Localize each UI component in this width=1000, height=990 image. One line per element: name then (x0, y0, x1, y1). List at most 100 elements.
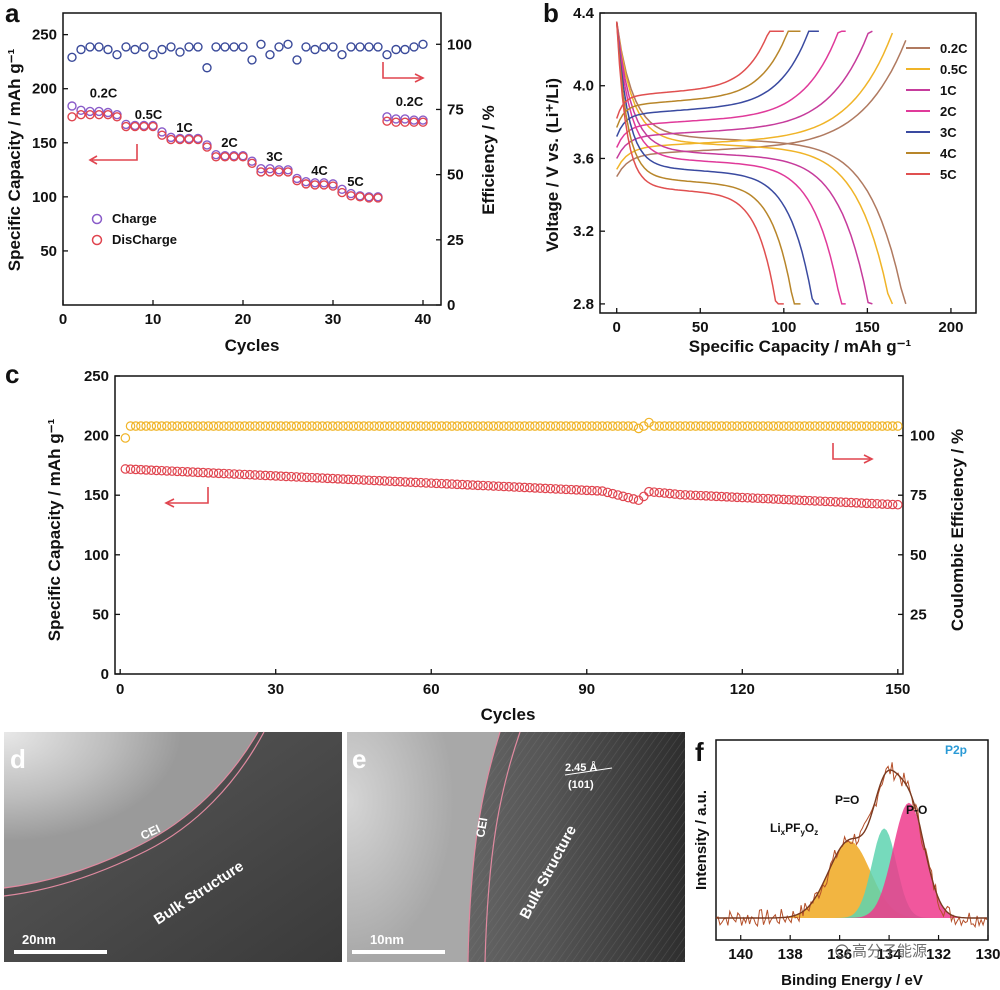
c-capacity-point (410, 477, 421, 488)
a-point-charge (67, 101, 77, 111)
a-rate-label: 5C (347, 174, 364, 189)
a-point-efficiency (310, 44, 320, 55)
panel-c-left-arrow-head (164, 498, 175, 508)
c-efficiency-point (753, 421, 763, 431)
c-efficiency-point (649, 421, 659, 431)
panel-b-xlabel: Specific Capacity / mAh g⁻¹ (689, 337, 912, 356)
peak1-sub-y: y (800, 828, 805, 837)
c-efficiency-point (384, 421, 395, 431)
c-efficiency-point (369, 421, 380, 431)
panel-b: b 0 50 100 150 200 2.8 3.2 3.6 4.0 4.4 0.2C 0.5C 1… (543, 0, 977, 356)
peak1-li: Li (770, 821, 781, 835)
c-efficiency-point (452, 421, 462, 431)
c-capacity-point (830, 497, 841, 507)
c-efficiency-point (229, 421, 240, 431)
a-point-discharge (238, 152, 248, 162)
c-capacity-point (519, 482, 530, 493)
a-point-efficiency (157, 44, 167, 55)
c-capacity-point (768, 494, 779, 504)
c-efficiency-point (846, 421, 856, 431)
c-capacity-point (524, 482, 535, 493)
a-point-discharge (211, 152, 221, 162)
a-point-efficiency (121, 42, 131, 52)
c-efficiency-point (353, 421, 364, 431)
c-efficiency-point (566, 421, 577, 431)
panel-f-peak3-label: P-O (906, 803, 927, 817)
c-efficiency-point (467, 421, 478, 431)
a-point-efficiency (211, 42, 221, 52)
c-efficiency-point (597, 421, 608, 431)
c-efficiency-point (317, 421, 328, 431)
c-capacity-point (737, 492, 748, 503)
a-point-efficiency (76, 44, 86, 55)
c-capacity-point (198, 467, 208, 478)
c-efficiency-point (410, 421, 421, 431)
panel-b-legend: 0.2C 0.5C 1C 2C 3C 4C 5C (906, 41, 968, 182)
c-efficiency-point (130, 421, 141, 431)
c-capacity-point (369, 475, 380, 486)
watermark: 高分子能源 (835, 943, 927, 960)
c-efficiency-point (162, 421, 172, 431)
b-charge-curve-0.2C (616, 40, 907, 178)
c-efficiency-point (239, 421, 250, 431)
c-efficiency-point (581, 421, 592, 431)
a-rate-label: 2C (221, 135, 238, 150)
c-capacity-point (431, 478, 442, 489)
c-efficiency-point (421, 421, 431, 431)
panel-c-y-ticks: 0 50 100 150 200 250 (84, 368, 120, 683)
c-efficiency-point (265, 421, 276, 431)
a-xtick-label: 40 (415, 311, 432, 328)
f-peak-P=O (765, 828, 976, 918)
c-efficiency-point (794, 421, 805, 431)
tem-e-inner-cei-line (484, 731, 521, 963)
c-efficiency-point (773, 421, 784, 431)
c-capacity-point (177, 466, 188, 477)
panel-a-xlabel: Cycles (225, 336, 280, 355)
c-efficiency-point (462, 421, 473, 431)
c-capacity-point (312, 473, 322, 483)
c-efficiency-point (545, 421, 556, 431)
legend-discharge-label: DisCharge (112, 232, 177, 247)
panel-a-right-arrow (382, 62, 421, 79)
f-xtick-label: 136 (827, 946, 852, 963)
c-xtick-label: 150 (885, 681, 910, 698)
a-point-efficiency (139, 42, 149, 52)
panel-a-y-ticks: 50 100 150 200 250 (32, 27, 68, 260)
c-capacity-point (706, 491, 716, 501)
c-efficiency-point (431, 421, 442, 431)
a-point-discharge (319, 180, 329, 190)
c-ytick-label: 50 (92, 606, 109, 623)
c-capacity-point (296, 472, 307, 482)
a-point-efficiency (283, 39, 293, 49)
c-efficiency-point (514, 421, 525, 431)
c-capacity-point (384, 476, 395, 487)
c-capacity-point (623, 492, 634, 503)
a-point-efficiency (409, 42, 419, 52)
c-efficiency-point (530, 421, 540, 431)
c-efficiency-point (820, 421, 831, 431)
a-point-charge (157, 127, 167, 137)
a-rate-label: 1C (176, 120, 193, 135)
c-capacity-point (234, 469, 245, 480)
a-point-discharge (346, 191, 356, 201)
panel-f-peak1-label: LixPFyOz (770, 821, 818, 837)
c-capacity-point (851, 498, 862, 508)
c-capacity-point (478, 480, 488, 491)
c-efficiency-point (213, 421, 224, 431)
b-legend-label-2C: 2C (940, 104, 957, 119)
panel-c-left-arrow (168, 487, 209, 504)
c-efficiency-point (307, 421, 317, 431)
c-capacity-point (825, 496, 836, 507)
c-capacity-point (213, 468, 224, 479)
a-point-charge (400, 114, 410, 124)
c-capacity-point (379, 476, 390, 486)
tem-e-outer-cei-line (467, 731, 501, 963)
a-point-discharge (256, 167, 266, 177)
c-capacity-point (239, 469, 250, 480)
c-capacity-point (887, 499, 898, 510)
c-capacity-point (696, 490, 706, 501)
legend-charge-marker (91, 213, 103, 225)
c-capacity-point (804, 495, 815, 506)
a-point-discharge (67, 112, 77, 122)
c-capacity-point (716, 491, 727, 502)
